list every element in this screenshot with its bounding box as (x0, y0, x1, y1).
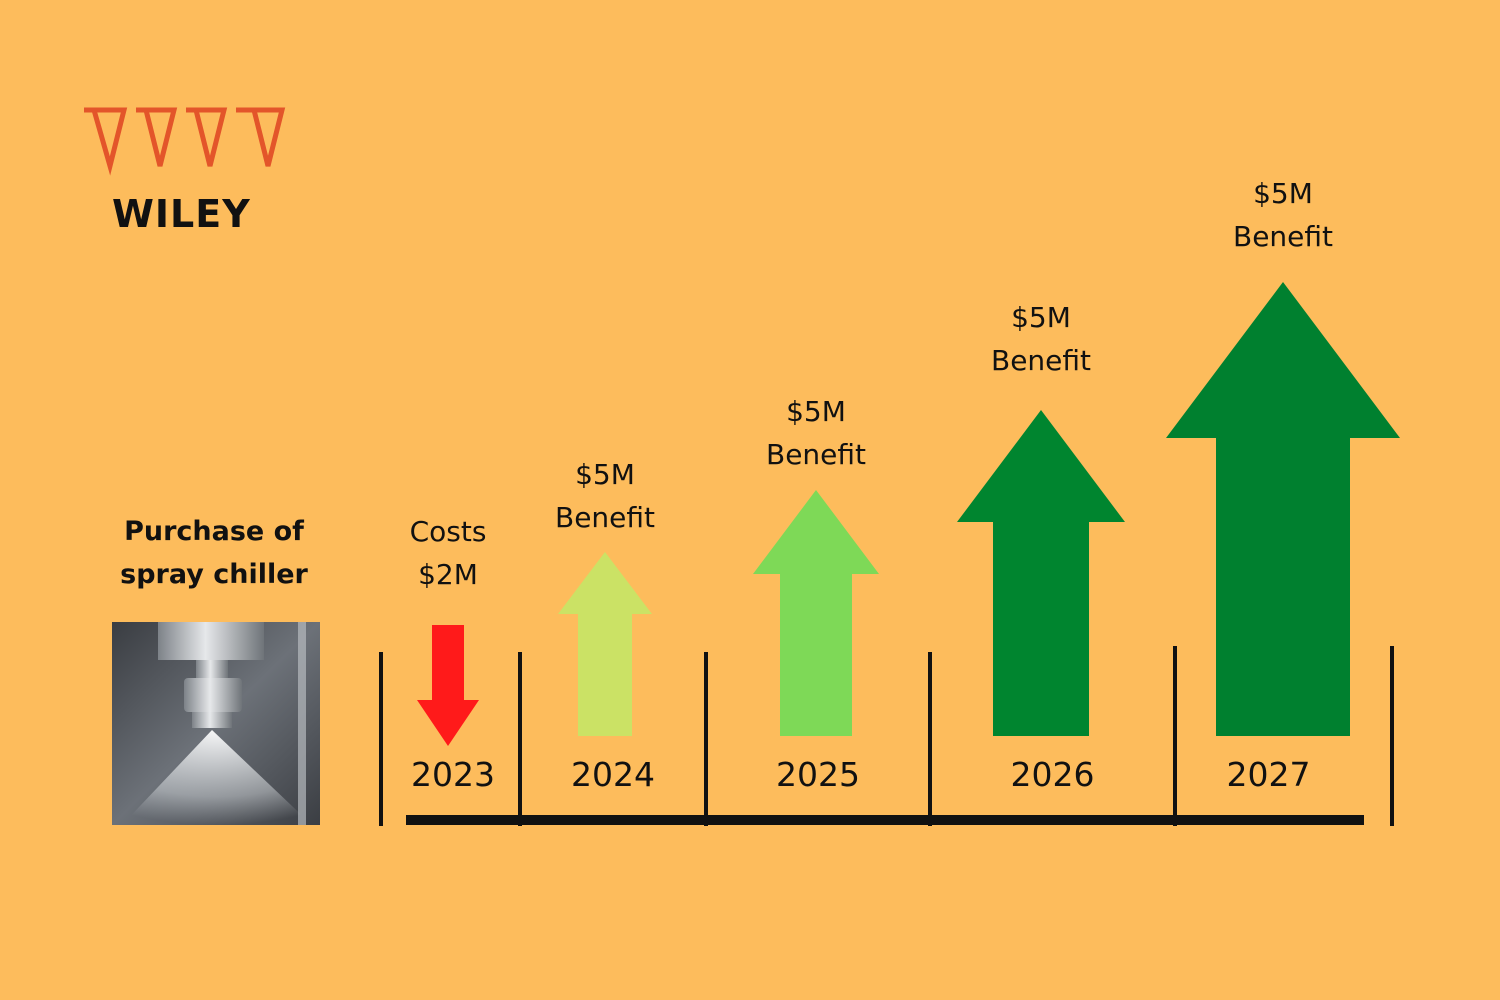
year-label-2025: 2025 (776, 755, 860, 794)
cost-arrow-2023 (417, 625, 479, 746)
amount-label-2025: $5M Benefit (716, 390, 916, 476)
benefit-arrow-2027 (1166, 282, 1400, 736)
timeline-divider (928, 652, 932, 826)
timeline-divider (518, 652, 522, 826)
amount-label-line-2: Benefit (554, 501, 656, 534)
benefit-arrow-2024 (558, 552, 652, 736)
amount-label-line-2: Benefit (990, 344, 1092, 377)
amount-label-line-2: Benefit (1232, 220, 1334, 253)
amount-label-line-1: Costs (409, 515, 487, 548)
benefit-arrow-2025 (753, 490, 879, 736)
amount-label-2024: $5M Benefit (505, 453, 705, 539)
amount-label-2023: Costs $2M (348, 510, 548, 596)
amount-label-line-2: $2M (418, 558, 478, 591)
year-label-2024: 2024 (571, 755, 655, 794)
caption-line-2: spray chiller (120, 559, 308, 590)
spray-nozzle-photo (112, 622, 320, 825)
year-label-2027: 2027 (1226, 755, 1311, 794)
amount-label-line-1: $5M (1011, 301, 1071, 334)
amount-label-2027: $5M Benefit (1183, 172, 1383, 258)
brand-name: WILEY (112, 192, 251, 236)
amount-label-line-1: $5M (1253, 177, 1313, 210)
amount-label-2026: $5M Benefit (941, 296, 1141, 382)
timeline-divider (1390, 646, 1394, 826)
timeline-axis (379, 646, 1394, 826)
timeline-divider (1173, 646, 1177, 826)
amount-label-line-2: Benefit (765, 438, 867, 471)
caption-line-1: Purchase of (124, 516, 304, 547)
benefit-arrow-2026 (957, 410, 1125, 736)
amount-label-line-1: $5M (786, 395, 846, 428)
amount-label-line-1: $5M (575, 458, 635, 491)
cash-flow-arrows (417, 282, 1400, 746)
wiley-logo-icon (84, 107, 286, 176)
timeline-divider (379, 652, 383, 826)
timeline-divider (704, 652, 708, 826)
year-label-2026: 2026 (1010, 755, 1095, 794)
purchase-caption: Purchase of spray chiller (96, 510, 332, 596)
timeline-baseline (406, 815, 1364, 825)
year-label-2023: 2023 (411, 755, 495, 794)
